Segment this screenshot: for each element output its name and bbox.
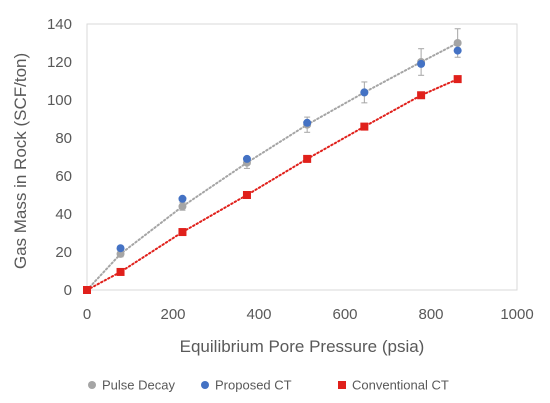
data-point-circle <box>178 202 187 211</box>
y-tick-label: 20 <box>55 244 72 261</box>
y-tick-label: 120 <box>47 54 72 71</box>
y-tick-label: 80 <box>55 130 72 147</box>
y-tick-label: 100 <box>47 92 72 109</box>
y-axis-title: Gas Mass in Rock (SCF/ton) <box>11 53 30 269</box>
y-tick-label: 140 <box>47 16 72 33</box>
x-axis-ticks: 0 200 400 600 800 1000 <box>83 306 534 323</box>
data-point-circle <box>116 249 125 258</box>
data-point-circle <box>360 88 369 97</box>
error-bars <box>117 28 461 258</box>
plot-area <box>86 23 518 291</box>
legend-label: Pulse Decay <box>102 378 175 393</box>
data-point-circle <box>453 39 462 47</box>
data-point-square <box>178 228 187 237</box>
trendlines <box>86 42 459 291</box>
data-point-square <box>83 286 91 294</box>
y-tick-label: 0 <box>64 282 72 299</box>
data-point-square <box>303 154 312 163</box>
trendline <box>86 42 459 291</box>
data-point-square <box>417 91 426 100</box>
y-tick-label: 40 <box>55 206 72 223</box>
legend-label: Proposed CT <box>215 378 292 393</box>
trendline <box>86 78 459 291</box>
data-point-square <box>116 267 125 276</box>
data-point-circle <box>417 59 426 68</box>
x-tick-label: 600 <box>332 306 357 323</box>
legend-marker <box>201 381 209 389</box>
x-tick-label: 400 <box>246 306 271 323</box>
legend-marker <box>88 381 96 389</box>
legend: Pulse Decay Proposed CT Conventional CT <box>88 378 449 393</box>
x-tick-label: 0 <box>83 306 91 323</box>
data-point-circle <box>242 154 251 163</box>
x-axis-title: Equilibrium Pore Pressure (psia) <box>180 337 425 356</box>
x-tick-label: 200 <box>160 306 185 323</box>
data-point-circle <box>116 244 125 253</box>
data-markers <box>83 39 462 294</box>
y-tick-label: 60 <box>55 168 72 185</box>
x-tick-label: 1000 <box>500 306 533 323</box>
data-point-circle <box>453 46 462 55</box>
data-point-square <box>453 75 462 84</box>
data-point-circle <box>303 118 312 127</box>
data-point-square <box>360 122 369 131</box>
data-point-square <box>242 191 251 199</box>
data-point-circle <box>178 194 187 203</box>
legend-marker <box>338 381 346 389</box>
y-axis-ticks: 0 20 40 60 80 100 120 140 <box>47 16 72 299</box>
legend-label: Conventional CT <box>352 378 449 393</box>
x-tick-label: 800 <box>418 306 443 323</box>
